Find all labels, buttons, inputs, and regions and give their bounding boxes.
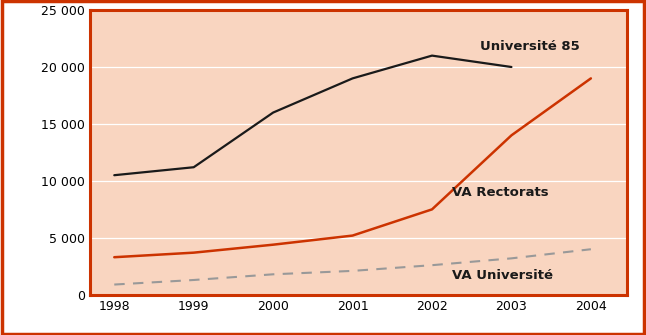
Text: VA Université: VA Université bbox=[452, 269, 553, 282]
Text: Université 85: Université 85 bbox=[480, 40, 579, 53]
Text: VA Rectorats: VA Rectorats bbox=[452, 186, 548, 199]
